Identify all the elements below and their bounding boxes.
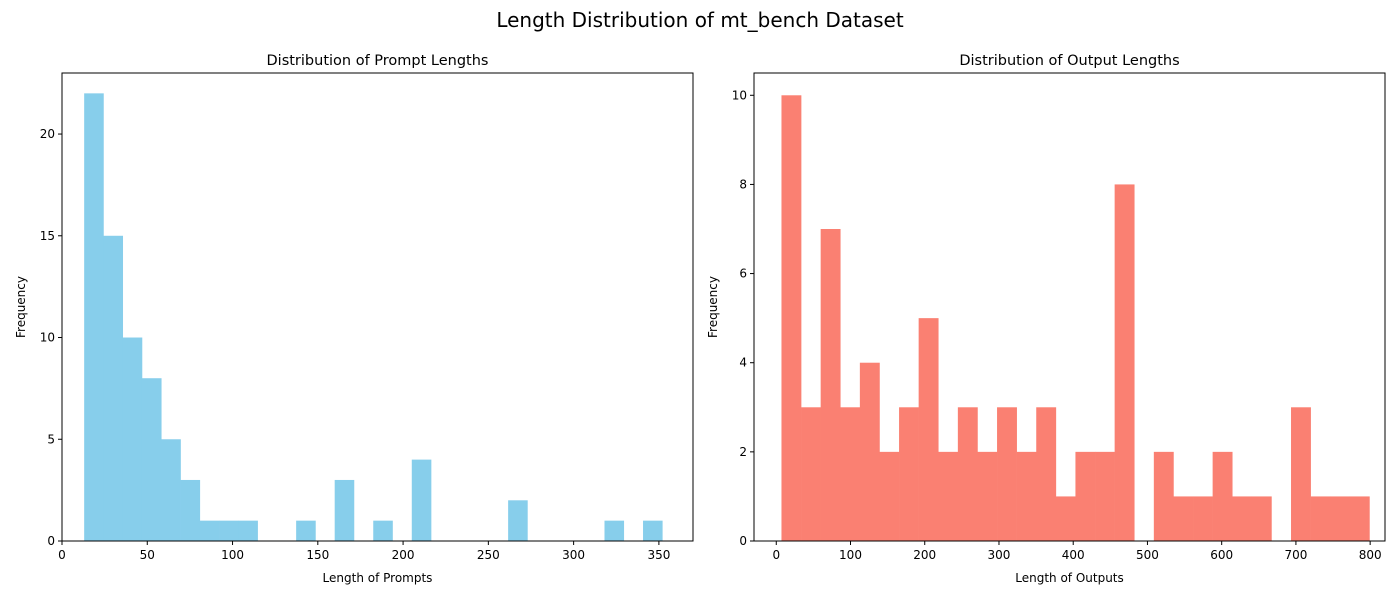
output-bar <box>859 362 880 541</box>
output-x-tick-label: 600 <box>1210 548 1233 562</box>
figure-title: Length Distribution of mt_bench Dataset <box>496 8 904 32</box>
prompt-bar <box>199 520 220 541</box>
output-x-tick-label: 100 <box>839 548 862 562</box>
output-bar <box>801 407 821 541</box>
output-bar <box>1153 451 1174 541</box>
output-x-tick-label: 500 <box>1136 548 1159 562</box>
prompt-x-tick-label: 0 <box>58 548 66 562</box>
prompt-y-tick-label: 20 <box>40 127 55 141</box>
output-bar <box>820 229 841 541</box>
output-x-tick-label: 400 <box>1062 548 1085 562</box>
prompt-bar <box>296 520 316 541</box>
output-bar <box>1036 407 1057 541</box>
prompt-bar <box>161 439 181 541</box>
output-bar <box>957 407 978 541</box>
prompt-bars <box>84 93 663 541</box>
output-y-axis-label: Frequency <box>706 276 720 338</box>
output-x-axis-label: Length of Outputs <box>1015 571 1124 585</box>
output-x-tick-label: 200 <box>913 548 936 562</box>
output-lengths-histogram: 0 100 200 300 400 500 600 700 800 0 2 4 6 8 10 Distribu… <box>706 53 1386 585</box>
output-bar <box>938 451 959 541</box>
prompt-lengths-histogram: 0 50 100 150 200 250 300 350 0 5 10 15 20 Distributio… <box>14 53 694 585</box>
output-y-tick-label: 10 <box>732 88 747 102</box>
prompt-x-tick-label: 150 <box>306 548 329 562</box>
prompt-bar <box>411 459 432 541</box>
output-bar <box>1251 496 1272 541</box>
prompt-y-tick-label: 15 <box>40 229 55 243</box>
prompt-x-tick-label: 50 <box>140 548 155 562</box>
prompt-x-tick-label: 100 <box>221 548 244 562</box>
prompt-x-tick-label: 300 <box>562 548 585 562</box>
output-x-tick-label: 800 <box>1359 548 1382 562</box>
prompt-y-axis-label: Frequency <box>14 276 28 338</box>
output-bar <box>1212 451 1233 541</box>
output-x-tick-label: 700 <box>1284 548 1307 562</box>
output-bar <box>1330 496 1351 541</box>
prompt-y-tick-label: 5 <box>47 432 55 446</box>
prompt-bar <box>604 520 625 541</box>
prompt-bar <box>643 520 663 541</box>
output-bar <box>1055 496 1076 541</box>
output-bar <box>1310 496 1331 541</box>
prompt-y-tick-label: 0 <box>47 534 55 548</box>
prompt-bar <box>373 520 393 541</box>
prompt-bar <box>238 520 258 541</box>
output-bar <box>977 451 998 541</box>
prompt-x-tick-label: 200 <box>392 548 415 562</box>
prompt-bar <box>84 93 104 541</box>
prompt-x-axis-label: Length of Prompts <box>323 571 433 585</box>
prompt-axes-frame <box>61 72 694 542</box>
output-x-tick-label: 300 <box>988 548 1011 562</box>
output-bar <box>840 407 861 541</box>
output-x-tick-label: 0 <box>772 548 780 562</box>
output-bar <box>1075 451 1096 541</box>
output-y-tick-label: 2 <box>739 445 747 459</box>
prompt-x-tick-label: 350 <box>647 548 670 562</box>
output-bar <box>1016 451 1037 541</box>
output-bar <box>1232 496 1253 541</box>
prompt-bar <box>103 235 124 541</box>
prompt-bar <box>122 337 143 541</box>
output-bar <box>1114 184 1135 541</box>
prompt-y-tick-label: 10 <box>40 331 55 345</box>
prompt-chart-title: Distribution of Prompt Lengths <box>267 53 489 69</box>
output-bar <box>997 407 1017 541</box>
output-y-tick-label: 0 <box>739 534 747 548</box>
prompt-bar <box>334 479 355 541</box>
prompt-bar <box>508 500 528 541</box>
output-bar <box>1173 496 1194 541</box>
output-y-tick-label: 6 <box>739 267 747 281</box>
output-bar <box>1291 407 1311 541</box>
prompt-bar <box>141 378 162 541</box>
output-bar <box>1349 496 1370 541</box>
output-bar <box>781 95 802 541</box>
output-bar <box>879 451 900 541</box>
output-bar <box>1095 451 1115 541</box>
output-bar <box>1193 496 1213 541</box>
output-axes-frame <box>753 72 1386 542</box>
prompt-x-tick-label: 250 <box>477 548 500 562</box>
prompt-bar <box>180 479 201 541</box>
output-bars <box>781 95 1370 541</box>
output-bar <box>899 407 919 541</box>
prompt-bar <box>219 520 239 541</box>
output-y-tick-label: 8 <box>739 177 747 191</box>
output-chart-title: Distribution of Output Lengths <box>959 53 1179 69</box>
output-bar <box>918 318 939 541</box>
output-y-tick-label: 4 <box>739 356 747 370</box>
